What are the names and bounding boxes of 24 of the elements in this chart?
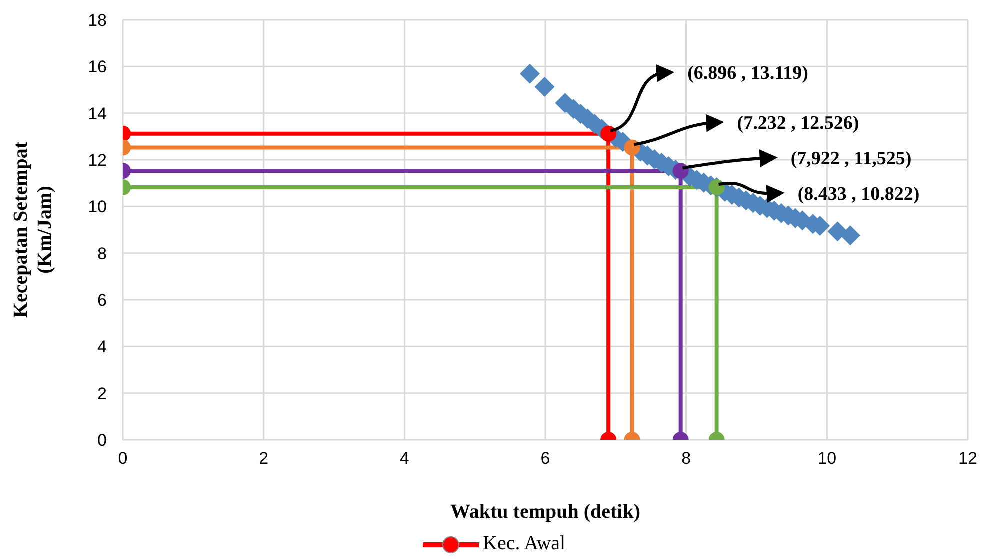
y-tick-label: 8 xyxy=(98,244,107,264)
annotation: (6.896 , 13.119) xyxy=(688,63,808,84)
annotation: (7,922 , 11,525) xyxy=(790,148,912,170)
x-tick-label: 8 xyxy=(682,449,692,468)
x-tick-label: 0 xyxy=(118,449,128,468)
x-tick-label: 12 xyxy=(958,449,978,468)
annotation: (7.232 , 12.526) xyxy=(737,113,860,134)
y-tick-label: 14 xyxy=(88,104,107,124)
y-tick-label: 18 xyxy=(88,11,107,30)
x-tick-label: 6 xyxy=(540,449,550,468)
y-tick-label: 0 xyxy=(98,431,107,450)
y-tick-label: 10 xyxy=(88,198,107,217)
y-tick-label: 6 xyxy=(98,291,107,310)
y-tick-label: 12 xyxy=(88,151,107,170)
y-tick-label: 2 xyxy=(98,384,107,404)
x-tick-label: 4 xyxy=(400,449,410,468)
annotation: (8.433 , 10.822) xyxy=(798,184,920,205)
y-tick-label: 4 xyxy=(98,338,107,357)
x-axis-title: Waktu tempuh (detik) xyxy=(450,501,641,523)
x-tick-label: 2 xyxy=(259,449,269,468)
y-axis-title: Kecepatan Setempat (Km/Jam) xyxy=(10,142,56,318)
legend-label: Kec. Awal xyxy=(483,532,566,555)
y-tick-label: 16 xyxy=(88,58,107,77)
x-tick-label: 10 xyxy=(818,449,837,468)
